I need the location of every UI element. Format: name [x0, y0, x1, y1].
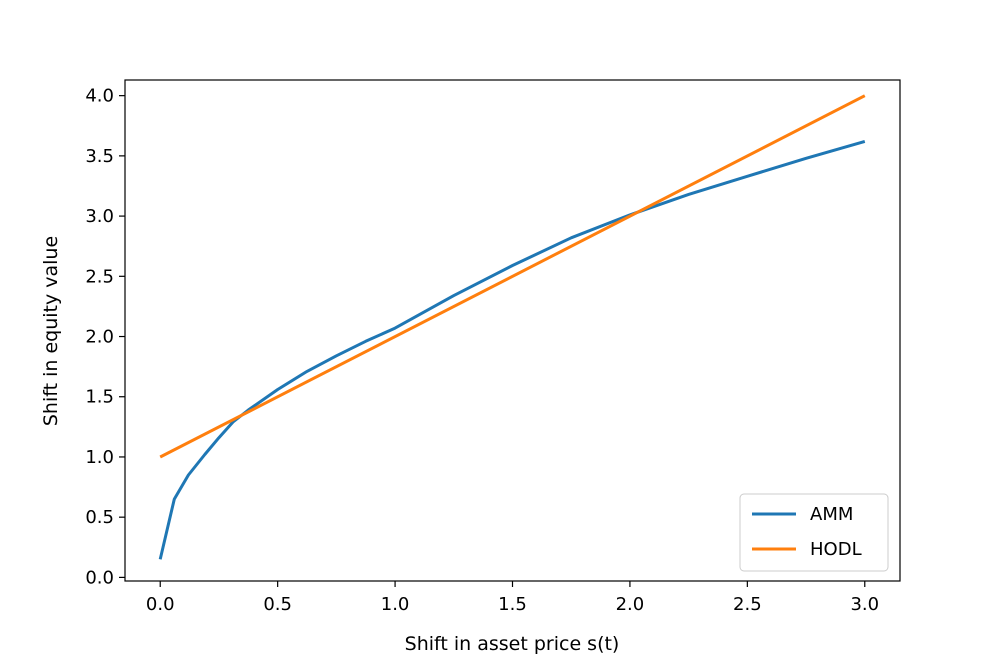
- legend-label-hodl: HODL: [810, 539, 862, 560]
- x-tick-label: 3.0: [850, 594, 879, 615]
- plot-frame: [124, 79, 901, 582]
- series-line-hodl: [159, 94, 866, 459]
- legend: AMM HODL: [739, 493, 889, 572]
- y-tick-label: 2.0: [85, 327, 114, 348]
- legend-label-amm: AMM: [810, 504, 853, 525]
- x-tick-label: 0.0: [146, 594, 175, 615]
- y-tick-label: 0.5: [85, 507, 114, 528]
- x-axis-ticks: 0.0 0.5 1.0 1.5 2.0 2.5 3.0: [146, 581, 879, 615]
- x-tick-label: 0.5: [263, 594, 292, 615]
- x-tick-label: 1.5: [498, 594, 527, 615]
- y-tick-label: 1.5: [85, 387, 114, 408]
- series-line-amm: [158, 139, 866, 560]
- y-tick-label: 3.5: [85, 146, 114, 167]
- y-tick-label: 1.0: [85, 447, 114, 468]
- series-layer: [158, 94, 866, 560]
- y-tick-label: 4.0: [85, 86, 114, 107]
- y-axis-label: Shift in equity value: [40, 236, 62, 426]
- x-tick-label: 1.0: [381, 594, 410, 615]
- x-tick-label: 2.5: [733, 594, 762, 615]
- y-tick-label: 3.0: [85, 206, 114, 227]
- y-tick-label: 2.5: [85, 266, 114, 287]
- y-tick-label: 0.0: [85, 567, 114, 588]
- x-tick-label: 2.0: [616, 594, 645, 615]
- y-axis-ticks: 0.0 0.5 1.0 1.5 2.0 2.5 3.0 3.5 4.0: [85, 86, 125, 588]
- x-axis-label: Shift in asset price s(t): [405, 633, 620, 655]
